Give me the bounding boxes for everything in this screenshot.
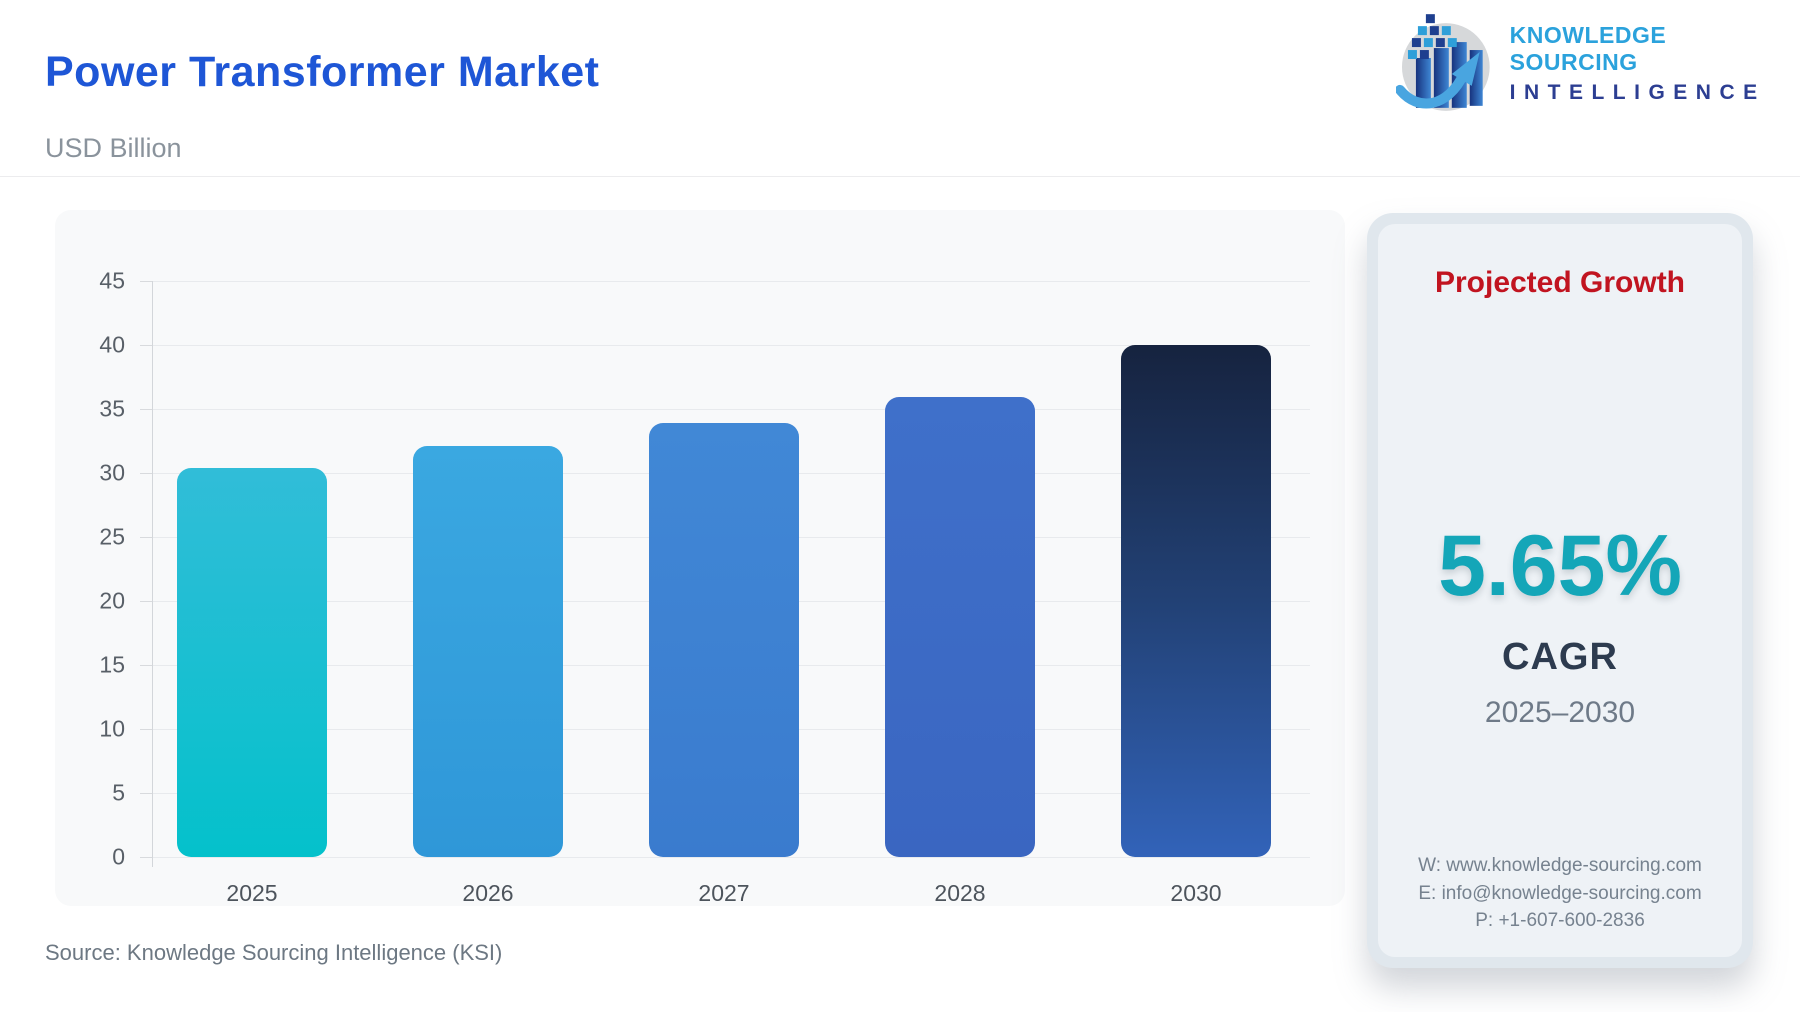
bar-chart: 0 5 10 15 20 25 30 35 40 45 2025 2026 2027 2028 2030 xyxy=(55,210,1345,906)
y-tick-label: 35 xyxy=(99,395,125,422)
y-tick-label: 10 xyxy=(99,715,125,742)
gridline-y35 xyxy=(152,409,1310,410)
x-tick-label-2026: 2026 xyxy=(462,880,514,906)
y-tick-label: 0 xyxy=(112,843,125,870)
cagr-label: CAGR xyxy=(1502,636,1618,678)
y-tick-label: 15 xyxy=(99,651,125,678)
y-tick-mark xyxy=(140,537,152,538)
brand-logo: KNOWLEDGE SOURCING INTELLIGENCE xyxy=(1396,12,1800,114)
contact-website: W: www.knowledge-sourcing.com xyxy=(1418,855,1702,877)
y-tick-label: 20 xyxy=(99,587,125,614)
brand-name-bottom: INTELLIGENCE xyxy=(1509,80,1766,104)
brand-name-top: KNOWLEDGE SOURCING xyxy=(1509,21,1667,75)
y-tick-mark xyxy=(140,473,152,474)
source-note: Source: Knowledge Sourcing Intelligence … xyxy=(45,940,503,965)
projected-growth-panel-inner: Projected Growth 5.65% CAGR 2025–2030 W:… xyxy=(1378,224,1742,957)
x-tick-label-2025: 2025 xyxy=(226,880,278,906)
bar-2030 xyxy=(1121,345,1271,857)
y-tick-label: 25 xyxy=(99,523,125,550)
chart-unit-label: USD Billion xyxy=(45,133,182,163)
bar-2026 xyxy=(413,446,563,857)
bar-2025 xyxy=(177,467,327,857)
y-tick-mark xyxy=(140,857,152,858)
bar-chart-globe-arrow-icon xyxy=(1396,14,1490,111)
y-tick-mark xyxy=(140,601,152,602)
page-title: Power Transformer Market xyxy=(45,48,600,96)
y-tick-mark xyxy=(140,665,152,666)
y-tick-mark xyxy=(140,793,152,794)
gridline-y0 xyxy=(152,857,1310,858)
panel-heading: Projected Growth xyxy=(1434,266,1686,299)
bar-2028 xyxy=(885,397,1035,857)
contact-phone: P: +1-607-600-2836 xyxy=(1475,910,1645,932)
y-tick-mark xyxy=(140,729,152,730)
y-tick-label: 40 xyxy=(99,331,125,358)
contact-email: E: info@knowledge-sourcing.com xyxy=(1418,882,1702,904)
contact-block: W: www.knowledge-sourcing.com E: info@kn… xyxy=(1378,852,1742,935)
cagr-period: 2025–2030 xyxy=(1484,696,1636,729)
x-tick-label-2030: 2030 xyxy=(1170,880,1222,906)
gridline-y40 xyxy=(152,345,1310,346)
brand-logo-text: KNOWLEDGE SOURCING INTELLIGENCE xyxy=(1510,22,1800,105)
y-tick-mark xyxy=(140,345,152,346)
cagr-value: 5.65% xyxy=(1438,518,1682,614)
y-tick-label: 30 xyxy=(99,459,125,486)
y-tick-mark xyxy=(140,409,152,410)
header-divider xyxy=(0,176,1800,177)
gridline-y45 xyxy=(152,281,1310,282)
bar-2027 xyxy=(649,423,799,857)
projected-growth-panel: Projected Growth 5.65% CAGR 2025–2030 W:… xyxy=(1367,213,1753,968)
chart-card: 0 5 10 15 20 25 30 35 40 45 2025 2026 2027 2028 2030 xyxy=(55,210,1345,906)
y-tick-label: 45 xyxy=(99,267,125,294)
x-tick-label-2028: 2028 xyxy=(934,880,986,906)
y-tick-mark xyxy=(140,281,152,282)
y-tick-label: 5 xyxy=(112,779,125,806)
y-axis-line xyxy=(152,281,153,867)
x-tick-label-2027: 2027 xyxy=(698,880,750,906)
